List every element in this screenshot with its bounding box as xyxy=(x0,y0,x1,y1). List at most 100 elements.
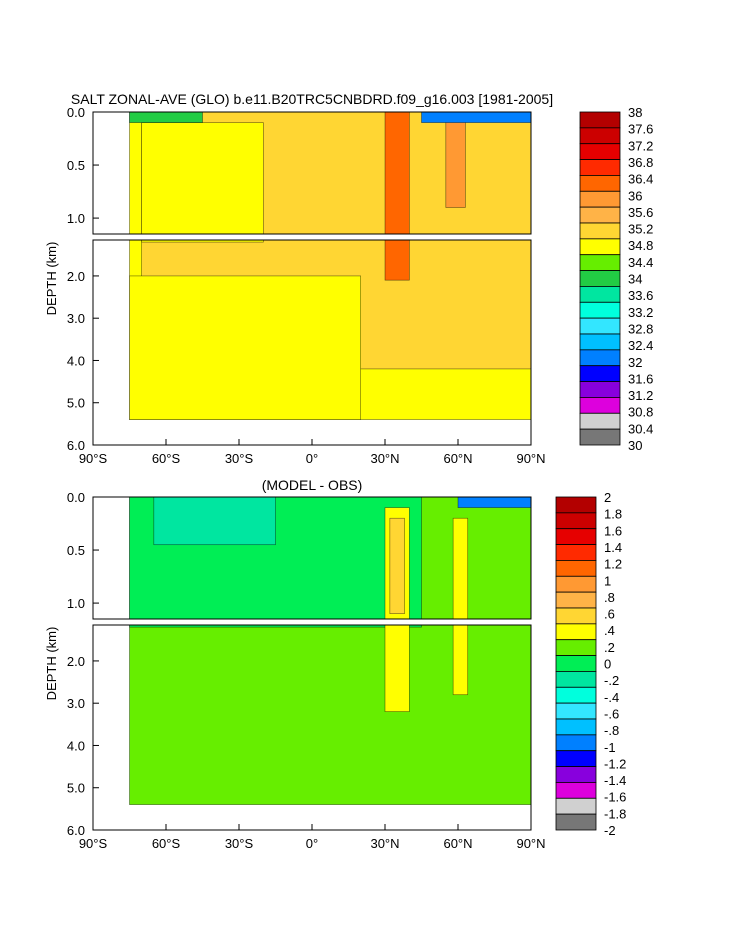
colorbar-label: -1.2 xyxy=(604,756,626,771)
colorbar-swatch xyxy=(579,127,621,145)
region-8 xyxy=(421,112,531,123)
x-tick-label: 60°N xyxy=(443,836,472,851)
colorbar-swatch xyxy=(579,349,621,367)
region-2 xyxy=(129,625,422,628)
colorbar-swatch xyxy=(579,254,621,271)
colorbar-swatch xyxy=(579,381,621,398)
region-4 xyxy=(384,625,410,712)
panel-2: (MODEL - OBS)0.00.51.02.03.04.05.06.090°… xyxy=(44,477,626,851)
field-lower xyxy=(129,625,531,805)
colorbar-swatch xyxy=(555,813,597,831)
colorbar-label: .2 xyxy=(604,640,615,655)
colorbar-swatch xyxy=(555,797,597,815)
colorbar-swatch xyxy=(579,317,621,335)
y-tick-label: 2.0 xyxy=(67,654,85,669)
field-upper xyxy=(129,497,531,619)
colorbar-swatch xyxy=(555,544,597,561)
region-3 xyxy=(141,122,264,234)
colorbar-swatch xyxy=(555,528,597,545)
colorbar-swatch xyxy=(579,428,621,446)
y-tick-label: 3.0 xyxy=(67,696,85,711)
colorbar-swatch xyxy=(579,397,621,414)
x-tick-label: 90°S xyxy=(79,836,108,851)
colorbar-swatch xyxy=(555,623,597,641)
colorbar-label: -1 xyxy=(604,740,616,755)
colorbar-label: -.4 xyxy=(604,690,619,705)
colorbar-label: -.6 xyxy=(604,706,619,721)
colorbar-label: 37.6 xyxy=(628,122,653,137)
y-axis-label: DEPTH (km) xyxy=(44,242,59,316)
x-tick-label: 60°N xyxy=(443,451,472,466)
y-tick-label: 3.0 xyxy=(67,311,85,326)
colorbar-label: 30.4 xyxy=(628,421,653,436)
colorbar-swatch xyxy=(555,734,597,752)
y-tick-label: 5.0 xyxy=(67,781,85,796)
colorbar-label: 1.4 xyxy=(604,540,622,555)
colorbar-swatch xyxy=(555,512,597,530)
region-5 xyxy=(389,517,405,614)
x-tick-label: 0° xyxy=(306,836,318,851)
colorbar-swatch xyxy=(579,159,621,176)
colorbar-label: -.8 xyxy=(604,723,619,738)
colorbar-swatch xyxy=(579,286,621,303)
y-tick-label: 4.0 xyxy=(67,353,85,368)
colorbar-swatch xyxy=(555,671,597,688)
y-tick-label: 0.0 xyxy=(67,490,85,505)
x-tick-label: 60°S xyxy=(152,451,181,466)
colorbar-swatch xyxy=(555,607,597,625)
colorbar-swatch xyxy=(555,575,597,593)
colorbar-label: 31.6 xyxy=(628,371,653,386)
colorbar-label: 1.6 xyxy=(604,523,622,538)
colorbar-label: 34.4 xyxy=(628,255,653,270)
colorbar-label: 36.4 xyxy=(628,172,653,187)
x-tick-label: 30°N xyxy=(370,451,399,466)
colorbar-swatch xyxy=(579,206,621,224)
region-5 xyxy=(129,112,203,123)
y-tick-label: 2.0 xyxy=(67,269,85,284)
colorbar-swatch xyxy=(555,655,597,672)
colorbar-label: 32 xyxy=(628,355,642,370)
y-tick-label: 0.0 xyxy=(67,105,85,120)
field-lower xyxy=(129,240,531,420)
colorbar-label: 35.2 xyxy=(628,222,653,237)
colorbar-swatch xyxy=(555,591,597,609)
colorbar-swatch xyxy=(579,238,621,256)
region-6 xyxy=(452,517,469,619)
colorbar-swatch xyxy=(555,686,597,704)
colorbar-label: -1.6 xyxy=(604,790,626,805)
colorbar-label: 30 xyxy=(628,438,642,453)
colorbar-label: 31.2 xyxy=(628,388,653,403)
colorbar-label: 34.8 xyxy=(628,238,653,253)
colorbar-label: 35.6 xyxy=(628,205,653,220)
colorbar-swatch xyxy=(579,270,621,287)
colorbar-label: .4 xyxy=(604,623,615,638)
colorbar-swatch xyxy=(579,143,621,160)
colorbar-swatch xyxy=(579,333,621,351)
x-tick-label: 30°S xyxy=(225,836,254,851)
colorbar-label: .6 xyxy=(604,607,615,622)
colorbar-label: 1 xyxy=(604,573,611,588)
colorbar-swatch xyxy=(555,782,597,799)
colorbar-label: -1.4 xyxy=(604,773,626,788)
colorbar-label: 0 xyxy=(604,657,611,672)
colorbar-swatch xyxy=(555,560,597,577)
colorbar-label: -1.8 xyxy=(604,806,626,821)
x-tick-label: 90°N xyxy=(516,836,545,851)
colorbar-swatch xyxy=(555,766,597,783)
y-tick-label: 5.0 xyxy=(67,396,85,411)
x-tick-label: 90°S xyxy=(79,451,108,466)
colorbar-swatch xyxy=(555,496,597,514)
colorbar: 21.81.61.41.21.8.6.4.20-.2-.4-.6-.8-1-1.… xyxy=(555,490,626,838)
colorbar-swatch xyxy=(579,301,621,319)
y-tick-label: 0.5 xyxy=(67,158,85,173)
field-upper xyxy=(129,112,531,234)
y-tick-label: 4.0 xyxy=(67,738,85,753)
colorbar-label: 33.6 xyxy=(628,288,653,303)
colorbar-label: -2 xyxy=(604,823,616,838)
x-tick-label: 30°N xyxy=(370,836,399,851)
region-6 xyxy=(452,625,469,696)
colorbar-swatch xyxy=(579,175,621,192)
colorbar-swatch xyxy=(555,702,597,720)
y-axis-label: DEPTH (km) xyxy=(44,627,59,701)
